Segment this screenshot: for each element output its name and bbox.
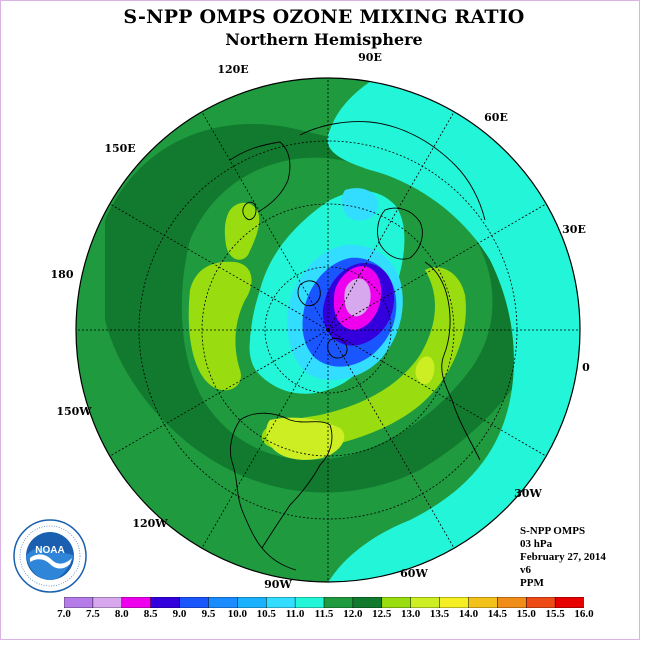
page-title: S-NPP OMPS OZONE MIXING RATIO <box>123 6 525 28</box>
lon-label-0: 0 <box>582 361 590 374</box>
lon-label-180: 180 <box>51 268 74 281</box>
colorbar-label: 10.0 <box>227 608 247 620</box>
colorbar-label: 9.0 <box>172 608 187 620</box>
colorbar-swatch <box>497 597 527 608</box>
lon-label-90e: 90E <box>358 51 382 64</box>
colorbar-label: 14.0 <box>458 608 479 620</box>
colorbar-swatch <box>150 597 181 608</box>
colorbar-swatch <box>294 597 325 608</box>
colorbar-label: 8.0 <box>114 608 129 620</box>
info-level: 03 hPa <box>520 538 553 550</box>
hemisphere-boundary <box>75 77 581 583</box>
lon-label-60e: 60E <box>484 111 508 124</box>
lon-label-30w: 30W <box>514 487 542 500</box>
colorbar-swatch <box>439 597 470 608</box>
lon-label-150w: 150W <box>56 405 92 418</box>
colorbar-swatch <box>323 597 354 608</box>
lon-label-120e: 120E <box>217 63 248 76</box>
lon-label-30e: 30E <box>562 223 586 236</box>
colorbar-label: 11.0 <box>285 608 305 620</box>
coastlines <box>229 121 486 571</box>
figure-frame <box>0 0 640 640</box>
colorbar-swatch <box>525 597 556 608</box>
lon-label-60w: 60W <box>400 567 428 580</box>
colorbar-label: 13.5 <box>429 608 450 620</box>
graticule <box>76 78 580 582</box>
colorbar-label: 15.5 <box>545 608 565 620</box>
lon-label-90w: 90W <box>264 578 292 591</box>
colorbar-label: 8.5 <box>143 608 158 620</box>
colorbar-swatch <box>92 597 123 608</box>
colorbar-label: 9.5 <box>201 608 216 620</box>
colorbar-label: 11.5 <box>314 608 334 620</box>
colorbar <box>64 597 584 608</box>
colorbar-swatch <box>554 597 584 608</box>
info-units: PPM <box>520 577 544 589</box>
colorbar-label: 13.0 <box>401 608 421 620</box>
info-version: v6 <box>520 564 531 576</box>
colorbar-swatch <box>381 597 412 608</box>
colorbar-swatch <box>237 597 267 608</box>
colorbar-swatch <box>468 597 499 608</box>
logo-text: NOAA <box>35 545 64 556</box>
colorbar-swatch <box>410 597 441 608</box>
noaa-logo: NOAA <box>13 519 87 593</box>
lon-label-120w: 120W <box>132 517 168 530</box>
colorbar-swatch <box>121 597 152 608</box>
colorbar-label: 12.0 <box>343 608 363 620</box>
colorbar-label: 10.5 <box>256 608 276 620</box>
colorbar-label: 16.0 <box>574 608 594 620</box>
page-subtitle: Northern Hemisphere <box>225 30 423 49</box>
lon-label-150e: 150E <box>104 142 135 155</box>
colorbar-swatch <box>265 597 296 608</box>
colorbar-labels: 7.0 7.5 8.0 8.5 9.0 9.5 10.0 10.5 11.0 11.5 12.0 12… <box>0 608 648 622</box>
info-block: S-NPP OMPS 03 hPa February 27, 2014 v6 P… <box>520 525 606 590</box>
colorbar-label: 14.5 <box>487 608 507 620</box>
colorbar-label: 7.0 <box>57 608 71 620</box>
colorbar-label: 7.5 <box>86 608 100 620</box>
colorbar-swatch <box>179 597 210 608</box>
colorbar-swatch <box>64 597 94 608</box>
colorbar-label: 12.5 <box>372 608 392 620</box>
colorbar-swatch <box>352 597 383 608</box>
colorbar-label: 15.0 <box>516 608 536 620</box>
info-date: February 27, 2014 <box>520 551 606 563</box>
colorbar-swatch <box>208 597 239 608</box>
info-instrument: S-NPP OMPS <box>520 525 586 537</box>
longitude-labels: 90E 60E 30E 0 30W 60W 90W 120W 150W 180 … <box>51 51 591 591</box>
